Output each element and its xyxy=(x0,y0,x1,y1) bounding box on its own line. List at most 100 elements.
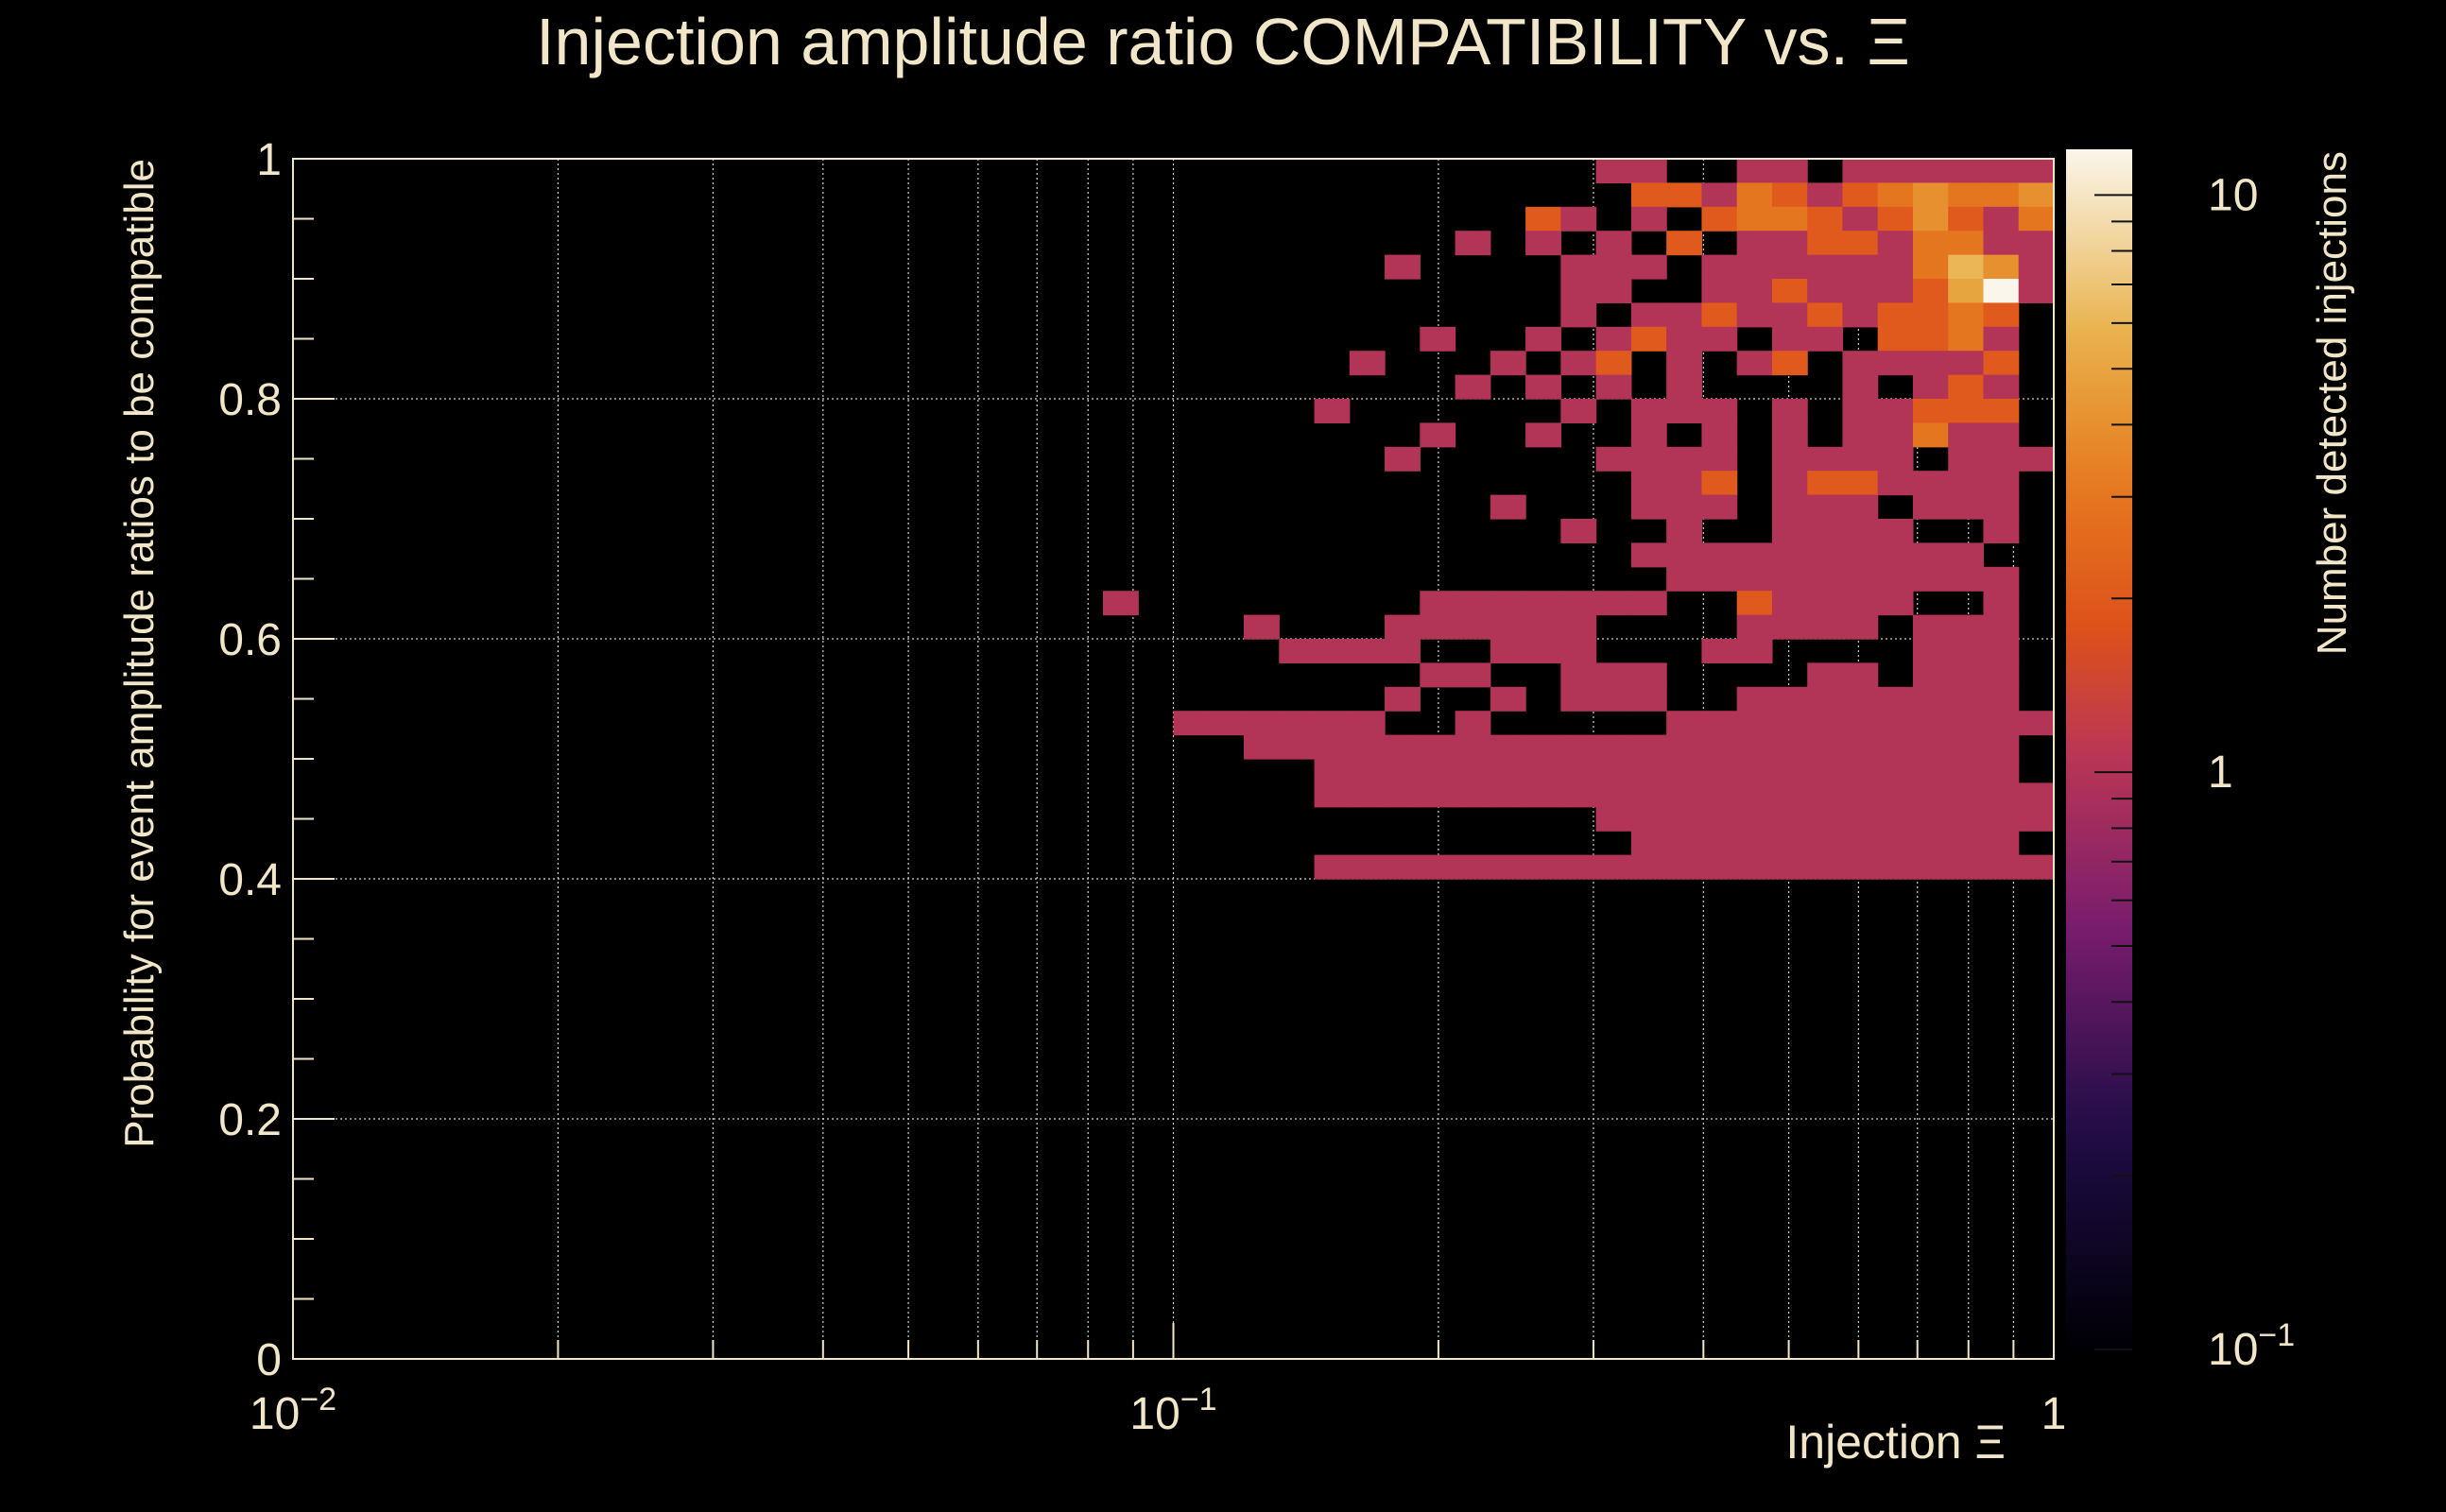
heatmap-cell xyxy=(1455,591,1491,616)
y-tick-label: 0.4 xyxy=(218,855,282,905)
heatmap-cell xyxy=(1595,159,1632,183)
heatmap-cell xyxy=(1877,446,1914,472)
heatmap-cell xyxy=(1525,326,1561,352)
heatmap-cell xyxy=(1560,591,1597,616)
colorbar-gradient xyxy=(2066,149,2132,1349)
heatmap-cell xyxy=(1877,471,1914,496)
heatmap-cell xyxy=(1771,159,1808,183)
heatmap-cell xyxy=(1701,734,1738,760)
heatmap-cell xyxy=(1948,494,1985,520)
heatmap-cell xyxy=(2018,254,2055,280)
heatmap-cell xyxy=(1842,302,1879,328)
heatmap-cell xyxy=(1912,399,1949,423)
heatmap-cell xyxy=(1983,279,2020,303)
heatmap-cell xyxy=(1912,302,1949,328)
heatmap-cell xyxy=(1842,519,1879,543)
heatmap-cell xyxy=(1912,686,1949,712)
heatmap-cell xyxy=(1595,279,1632,303)
heatmap-cell xyxy=(1842,471,1879,496)
heatmap-cell xyxy=(1877,566,1914,592)
heatmap-cell xyxy=(1948,566,1985,592)
heatmap-cell xyxy=(1948,614,1985,640)
heatmap-cell xyxy=(1842,782,1879,808)
heatmap-cell xyxy=(1560,302,1597,328)
heatmap-cell xyxy=(1736,591,1773,616)
heatmap-cell xyxy=(1560,279,1597,303)
heatmap-cell xyxy=(1595,254,1632,280)
heatmap-cell xyxy=(1701,206,1738,232)
heatmap-cell xyxy=(1385,446,1421,472)
heatmap-cell xyxy=(1736,279,1773,303)
heatmap-cell xyxy=(1807,662,1844,688)
heatmap-cell xyxy=(1771,854,1808,880)
heatmap-cell xyxy=(1983,351,2020,376)
heatmap-cell xyxy=(1948,831,1985,856)
heatmap-cell xyxy=(1560,662,1597,688)
heatmap-cell xyxy=(1736,302,1773,328)
heatmap-cell xyxy=(1877,206,1914,232)
heatmap-cell xyxy=(1736,711,1773,736)
heatmap-cell xyxy=(1736,159,1773,183)
heatmap-cell xyxy=(1701,182,1738,208)
heatmap-cell xyxy=(1595,759,1632,783)
heatmap-cell xyxy=(1983,494,2020,520)
heatmap-cell xyxy=(1807,182,1844,208)
heatmap-cell xyxy=(1877,519,1914,543)
heatmap-cell xyxy=(1560,399,1597,423)
heatmap-cell xyxy=(1807,854,1844,880)
heatmap-cell xyxy=(1525,206,1561,232)
heatmap-cell xyxy=(1912,734,1949,760)
heatmap-cell xyxy=(1983,854,2020,880)
heatmap-cell xyxy=(1948,734,1985,760)
heatmap-cell xyxy=(1983,711,2020,736)
heatmap-cell xyxy=(1455,782,1491,808)
heatmap-cell xyxy=(1877,759,1914,783)
heatmap-cell xyxy=(1455,759,1491,783)
heatmap-cell xyxy=(1842,374,1879,400)
heatmap-cell xyxy=(1912,854,1949,880)
heatmap-cell xyxy=(1948,351,1985,376)
heatmap-cell xyxy=(1983,782,2020,808)
heatmap-cell xyxy=(1983,159,2020,183)
heatmap-cell xyxy=(1525,231,1561,256)
heatmap-cell xyxy=(1912,471,1949,496)
heatmap-cell xyxy=(1912,639,1949,663)
heatmap-cell xyxy=(1701,494,1738,520)
heatmap-cell xyxy=(1349,782,1386,808)
heatmap-cell xyxy=(1314,759,1351,783)
heatmap-cell xyxy=(1630,471,1667,496)
heatmap-cell xyxy=(1701,542,1738,568)
heatmap-cell xyxy=(1595,231,1632,256)
heatmap-cell xyxy=(1490,759,1526,783)
heatmap-cell xyxy=(1807,831,1844,856)
heatmap-cell xyxy=(1701,422,1738,448)
heatmap-cell xyxy=(1525,374,1561,400)
heatmap-cell xyxy=(1455,854,1491,880)
heatmap-cell xyxy=(1595,806,1632,832)
heatmap-cell xyxy=(1983,614,2020,640)
heatmap-cell xyxy=(1595,326,1632,352)
heatmap-cell xyxy=(1701,326,1738,352)
heatmap-cell xyxy=(1349,854,1386,880)
heatmap-cell xyxy=(1630,254,1667,280)
heatmap-cells xyxy=(1102,159,2055,880)
heatmap-cell xyxy=(1771,591,1808,616)
heatmap-cell xyxy=(1771,806,1808,832)
heatmap-cell xyxy=(1385,254,1421,280)
heatmap-cell xyxy=(1736,806,1773,832)
heatmap-cell xyxy=(1912,806,1949,832)
heatmap-cell xyxy=(1948,422,1985,448)
heatmap-cell xyxy=(1771,686,1808,712)
heatmap-cell xyxy=(1279,734,1316,760)
heatmap-cell xyxy=(2018,182,2055,208)
heatmap-cell xyxy=(1877,254,1914,280)
heatmap-cell xyxy=(1455,614,1491,640)
heatmap-cell xyxy=(1701,279,1738,303)
heatmap-cell xyxy=(1701,639,1738,663)
heatmap-cell xyxy=(1771,614,1808,640)
heatmap-cell xyxy=(1385,614,1421,640)
heatmap-cell xyxy=(1630,759,1667,783)
heatmap-cell xyxy=(1771,566,1808,592)
heatmap-cell xyxy=(1983,374,2020,400)
heatmap-cell xyxy=(1701,854,1738,880)
